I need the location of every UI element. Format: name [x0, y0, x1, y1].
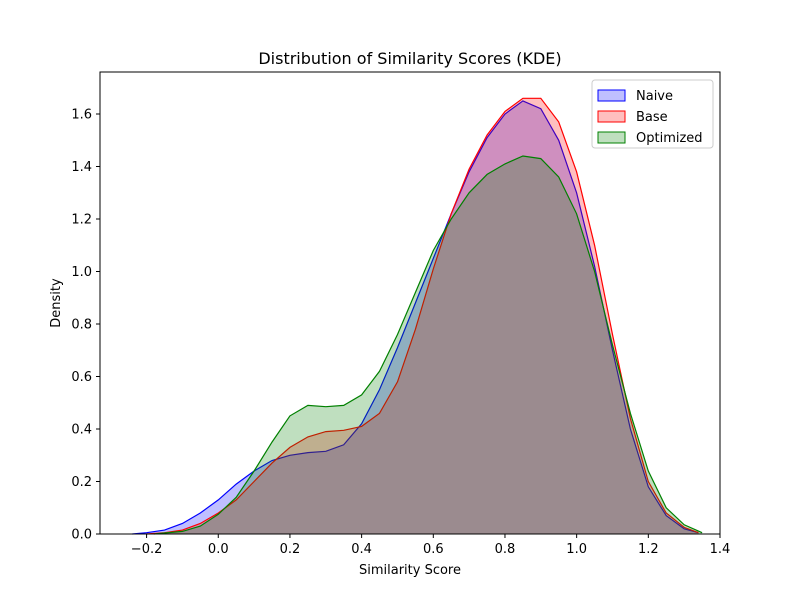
series-line-optimized: [153, 155, 703, 535]
x-axis-label: Similarity Score: [359, 563, 461, 578]
x-axis-ticks: −0.2 0.0 0.2 0.4 0.6 0.8 1.0 1.2 1.4: [131, 534, 731, 557]
legend: Naive Base Optimized: [591, 79, 714, 149]
y-tick-label: 0.2: [71, 475, 92, 490]
series-area-base: [146, 98, 699, 535]
legend-box: [591, 79, 714, 149]
series-line-base: [146, 97, 699, 535]
y-tick-label: 1.6: [71, 108, 92, 123]
x-tick-label: 0.2: [280, 542, 301, 557]
legend-label-optimized: Optimized: [636, 131, 703, 146]
x-tick-label: 1.0: [566, 542, 587, 557]
x-tick-label: −0.2: [131, 542, 163, 557]
series-layer: [132, 97, 703, 535]
x-tick-label: 0.6: [423, 542, 444, 557]
y-tick-label: 1.4: [71, 160, 92, 175]
legend-swatch-base: [597, 110, 626, 123]
y-axis-label: Density: [49, 278, 64, 328]
series-area-naive: [132, 100, 699, 535]
y-axis-ticks: 0.0 0.2 0.4 0.6 0.8 1.0 1.2 1.4 1.6: [71, 108, 100, 543]
legend-label-base: Base: [636, 110, 668, 125]
series-area-optimized: [153, 156, 703, 534]
y-tick-label: 1.0: [71, 265, 92, 280]
y-tick-label: 0.6: [71, 370, 92, 385]
legend-swatch-naive: [597, 89, 626, 102]
x-tick-label: 1.4: [710, 542, 731, 557]
legend-swatch-optimized: [597, 131, 626, 144]
legend-label-naive: Naive: [636, 89, 673, 104]
y-tick-label: 0.0: [71, 528, 92, 543]
y-tick-label: 0.4: [71, 423, 92, 438]
x-tick-label: 0.8: [495, 542, 516, 557]
x-tick-label: 0.0: [208, 542, 229, 557]
y-tick-label: 1.2: [71, 213, 92, 228]
chart-title: Distribution of Similarity Scores (KDE): [258, 49, 561, 68]
plot-frame: [99, 71, 721, 535]
x-tick-label: 0.4: [351, 542, 372, 557]
y-tick-label: 0.8: [71, 318, 92, 333]
x-tick-label: 1.2: [638, 542, 659, 557]
